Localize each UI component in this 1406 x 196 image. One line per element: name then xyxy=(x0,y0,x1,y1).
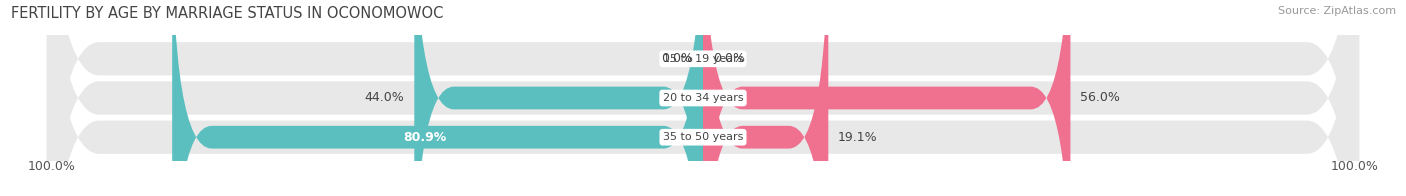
FancyBboxPatch shape xyxy=(46,0,1360,196)
Text: 100.0%: 100.0% xyxy=(1331,160,1379,173)
FancyBboxPatch shape xyxy=(172,0,703,196)
FancyBboxPatch shape xyxy=(703,0,828,196)
Text: 80.9%: 80.9% xyxy=(404,131,446,144)
Text: 19.1%: 19.1% xyxy=(838,131,877,144)
FancyBboxPatch shape xyxy=(46,0,1360,196)
Text: 0.0%: 0.0% xyxy=(713,52,745,65)
Text: 0.0%: 0.0% xyxy=(661,52,693,65)
Text: 20 to 34 years: 20 to 34 years xyxy=(662,93,744,103)
Text: 44.0%: 44.0% xyxy=(364,92,405,104)
Text: 15 to 19 years: 15 to 19 years xyxy=(662,54,744,64)
Text: 35 to 50 years: 35 to 50 years xyxy=(662,132,744,142)
Text: Source: ZipAtlas.com: Source: ZipAtlas.com xyxy=(1278,6,1396,16)
FancyBboxPatch shape xyxy=(703,0,1070,196)
Text: FERTILITY BY AGE BY MARRIAGE STATUS IN OCONOMOWOC: FERTILITY BY AGE BY MARRIAGE STATUS IN O… xyxy=(11,6,444,21)
FancyBboxPatch shape xyxy=(415,0,703,196)
FancyBboxPatch shape xyxy=(46,0,1360,196)
Text: 56.0%: 56.0% xyxy=(1080,92,1121,104)
Text: 100.0%: 100.0% xyxy=(27,160,75,173)
